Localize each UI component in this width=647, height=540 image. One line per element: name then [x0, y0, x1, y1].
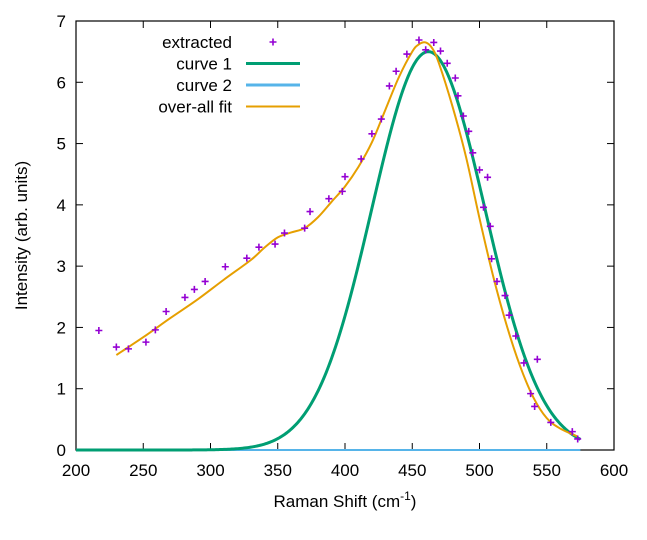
data-point [338, 187, 346, 195]
data-point [306, 208, 314, 216]
data-point [392, 67, 400, 75]
x-axis-title-superscript: -1 [400, 489, 411, 503]
data-point [533, 355, 541, 363]
series-layer [75, 36, 582, 452]
data-point [280, 229, 288, 237]
data-point [255, 243, 263, 251]
data-point [430, 38, 438, 46]
data-point [488, 255, 496, 263]
series-line-curve-1 [75, 50, 582, 452]
data-point [484, 173, 492, 181]
data-point [201, 277, 209, 285]
data-point [459, 112, 467, 120]
y-tick-label: 4 [57, 196, 66, 215]
x-tick-label: 550 [533, 461, 561, 480]
data-point [142, 338, 150, 346]
y-tick-label: 3 [57, 257, 66, 276]
data-point [385, 82, 393, 90]
data-point [151, 326, 159, 334]
data-point [341, 173, 349, 181]
data-point [454, 92, 462, 100]
data-point [493, 277, 501, 285]
data-point [377, 115, 385, 123]
x-axis-title-main: Raman Shift (cm [274, 492, 401, 511]
legend-label: curve 1 [176, 55, 232, 74]
legend-label: curve 2 [176, 76, 232, 95]
data-point [422, 46, 430, 54]
x-axis-title: Raman Shift (cm-1) [274, 489, 417, 511]
x-tick-label: 500 [465, 461, 493, 480]
data-point [465, 127, 473, 135]
x-tick-label: 400 [331, 461, 359, 480]
axis-ticks: 200 250 300 350 400 450 500 550 600 0 1 2 3 4 5 6 7 [57, 12, 629, 480]
y-axis-title: Intensity (arb. units) [12, 161, 31, 310]
data-point [112, 343, 120, 351]
data-point [243, 254, 251, 262]
data-point [547, 418, 555, 426]
x-tick-label: 350 [264, 461, 292, 480]
legend-label: over-all fit [158, 98, 232, 117]
data-point [357, 155, 365, 163]
y-tick-label: 2 [57, 318, 66, 337]
data-point [568, 428, 576, 436]
data-point [403, 50, 411, 58]
legend-marker [269, 38, 277, 46]
data-point [451, 74, 459, 82]
data-point [512, 332, 520, 340]
data-point [443, 59, 451, 67]
plot-frame [75, 20, 615, 451]
legend: extracted curve 1 curve 2 over-all fit [158, 33, 300, 117]
data-point [505, 311, 513, 319]
data-point [501, 292, 509, 300]
data-point [520, 359, 528, 367]
series-line-over-all-fit [115, 41, 579, 438]
data-point [271, 240, 279, 248]
data-point [181, 293, 189, 301]
y-tick-label: 1 [57, 380, 66, 399]
x-tick-label: 450 [398, 461, 426, 480]
data-point [301, 224, 309, 232]
data-point [469, 149, 477, 157]
data-point [95, 326, 103, 334]
y-tick-label: 6 [57, 73, 66, 92]
x-tick-label: 600 [600, 461, 628, 480]
data-point [325, 195, 333, 203]
x-tick-label: 300 [196, 461, 224, 480]
y-tick-label: 7 [57, 12, 66, 31]
x-tick-label: 200 [62, 461, 90, 480]
data-point [436, 47, 444, 55]
data-point [221, 263, 229, 271]
data-point [574, 435, 582, 443]
data-point [190, 285, 198, 293]
series-points-extracted [95, 36, 582, 443]
data-point [480, 203, 488, 211]
data-point [124, 345, 132, 353]
data-point [368, 130, 376, 138]
x-axis-title-suffix: ) [411, 492, 417, 511]
data-point [527, 390, 535, 398]
data-point [531, 402, 539, 410]
plot-area [75, 20, 615, 451]
data-point [415, 36, 423, 44]
data-point [476, 166, 483, 174]
data-point [486, 222, 494, 230]
y-tick-label: 0 [57, 441, 66, 460]
x-tick-label: 250 [129, 461, 157, 480]
legend-label: extracted [162, 33, 232, 52]
y-tick-label: 5 [57, 135, 66, 154]
data-point [162, 307, 170, 315]
